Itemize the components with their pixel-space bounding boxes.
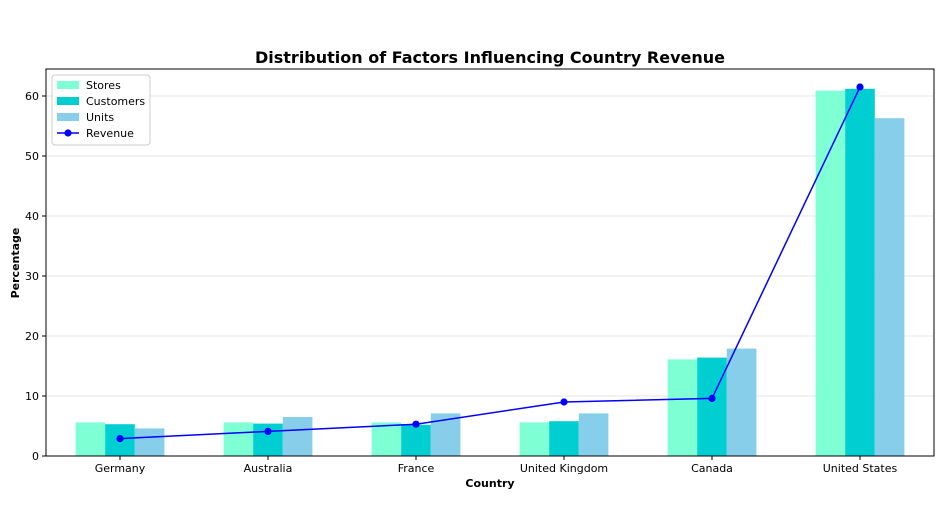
bar-customers-united-states — [845, 88, 875, 457]
legend-swatch-units — [57, 113, 79, 121]
grid — [46, 95, 934, 457]
chart-title: Distribution of Factors Influencing Coun… — [255, 48, 725, 67]
legend-box — [51, 74, 151, 146]
bar-units-australia — [282, 417, 313, 456]
bar-units-united-states — [874, 118, 905, 456]
bar-stores-canada — [667, 359, 698, 456]
legend-label-stores: Stores — [86, 79, 121, 92]
bar-stores-germany — [75, 422, 106, 456]
point-revenue-germany — [116, 435, 124, 443]
bar-units-united-kingdom — [578, 413, 609, 456]
y-tick-label-2: 20 — [25, 330, 39, 343]
x-tick-label-3: United Kingdom — [520, 462, 608, 475]
y-tick-label-1: 10 — [25, 390, 39, 403]
x-tick-label-5: United States — [823, 462, 898, 475]
bar-customers-united-kingdom — [549, 421, 579, 456]
x-tick-label-1: Australia — [244, 462, 293, 475]
bars — [75, 88, 905, 457]
bar-units-canada — [726, 348, 757, 456]
y-tick-label-4: 40 — [25, 210, 39, 223]
point-revenue-united-states — [856, 83, 864, 91]
bar-stores-united-kingdom — [519, 422, 550, 456]
bar-units-germany — [134, 428, 165, 456]
legend-label-units: Units — [86, 111, 114, 124]
legend: Stores Customers Units Revenue — [51, 74, 151, 146]
legend-marker-revenue — [64, 129, 72, 137]
point-revenue-canada — [708, 394, 716, 402]
y-axis-label: Percentage — [9, 228, 22, 299]
line-revenue — [119, 86, 861, 440]
plot-frame — [45, 68, 935, 457]
legend-label-revenue: Revenue — [86, 127, 134, 140]
legend-swatch-stores — [57, 81, 79, 89]
y-tick-label-3: 30 — [25, 270, 39, 283]
point-revenue-australia — [264, 427, 272, 435]
revenue-line — [116, 83, 864, 443]
y-tick-label-0: 0 — [32, 450, 39, 463]
x-tick-label-2: France — [398, 462, 435, 475]
point-revenue-france — [412, 420, 420, 428]
point-revenue-united-kingdom — [560, 398, 568, 406]
bar-stores-united-states — [815, 90, 846, 456]
bar-customers-canada — [697, 357, 727, 456]
x-axis-label: Country — [465, 477, 514, 490]
x-tick-label-0: Germany — [95, 462, 146, 475]
legend-swatch-customers — [57, 97, 79, 105]
bar-customers-france — [401, 424, 431, 456]
x-axis-ticks: Germany Australia France United Kingdom Cana… — [95, 456, 898, 475]
y-tick-label-6: 60 — [25, 90, 39, 103]
bar-stores-france — [371, 422, 402, 456]
bar-stores-australia — [223, 422, 254, 456]
legend-label-customers: Customers — [86, 95, 145, 108]
y-tick-label-5: 50 — [25, 150, 39, 163]
y-axis-ticks: 0 10 20 30 40 50 60 — [25, 90, 46, 463]
x-tick-label-4: Canada — [691, 462, 733, 475]
